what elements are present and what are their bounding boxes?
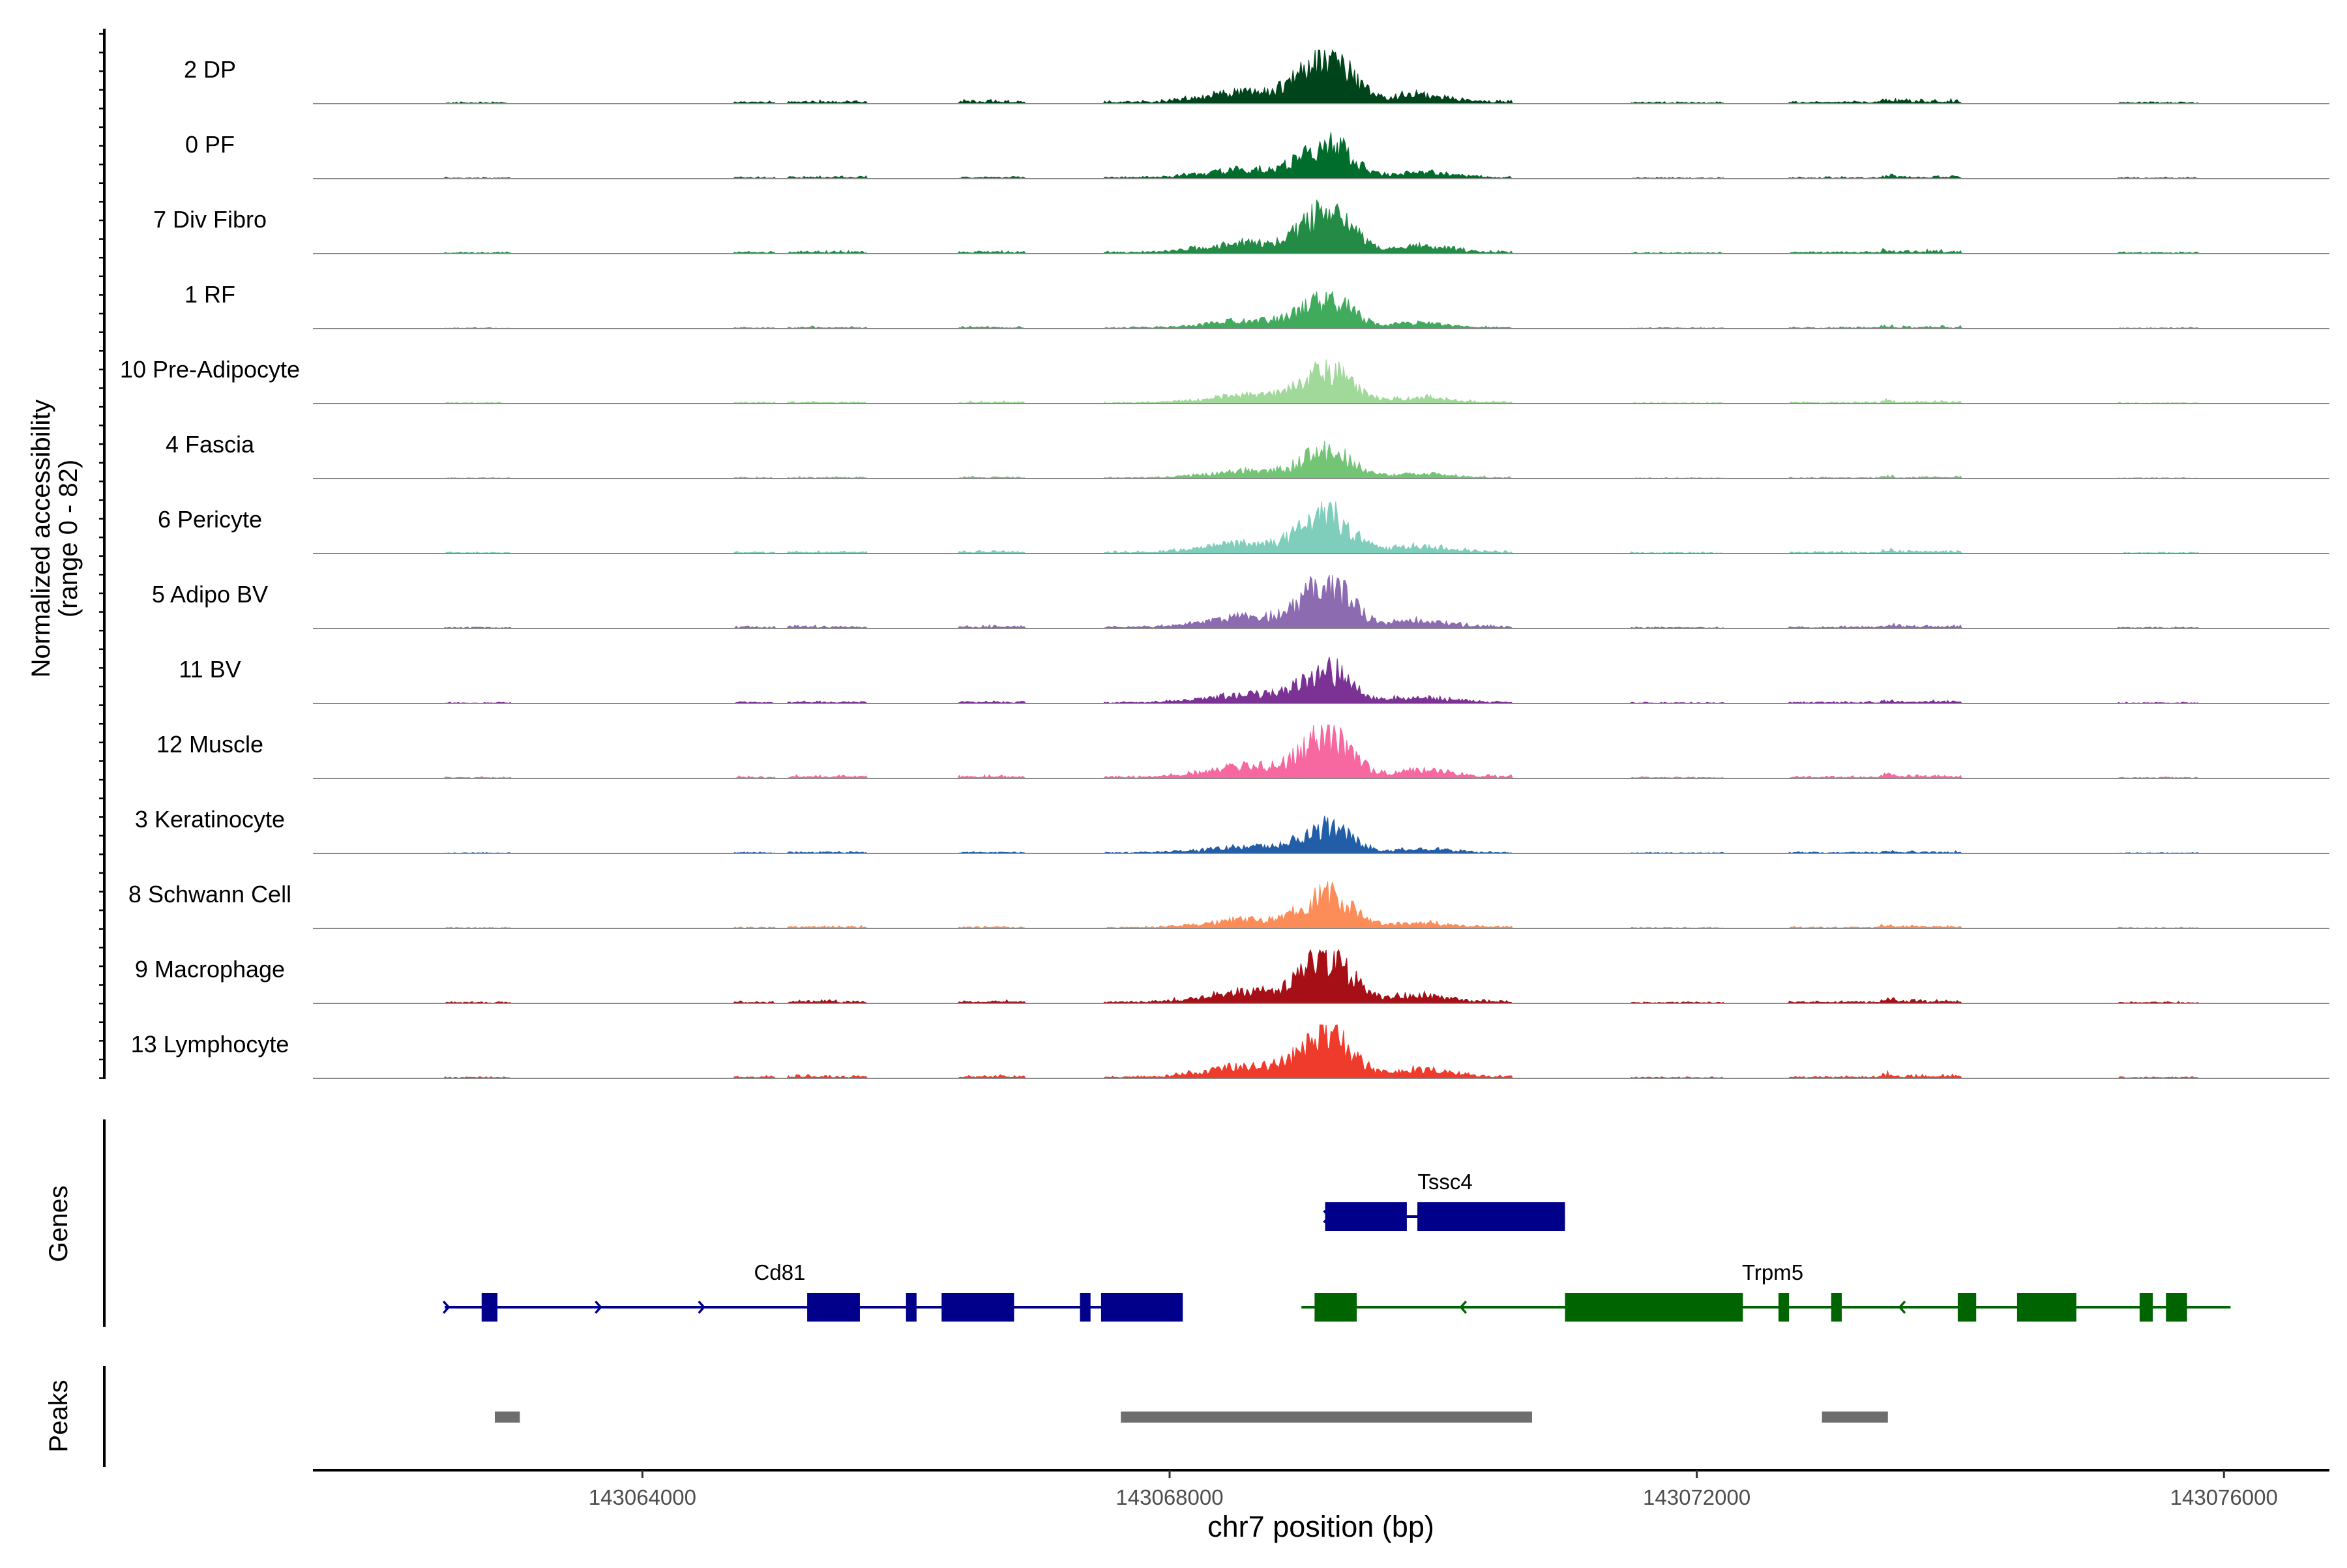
coverage-area: [379, 724, 2264, 779]
x-axis-tick-label: 143072000: [1643, 1485, 1750, 1509]
track-label: 13 Lymphocyte: [131, 1031, 289, 1058]
coverage-track: 2 DP: [184, 49, 2329, 104]
track-label: 6 Pericyte: [158, 506, 262, 533]
gene-exon: [481, 1293, 498, 1322]
gene-strand-arrow: [1459, 1300, 1468, 1314]
gene-exon: [1325, 1202, 1407, 1231]
coverage-area: [379, 359, 2264, 404]
gene-exon: [1957, 1293, 1977, 1322]
gene-strand-arrow: [698, 1300, 706, 1314]
gene-name-label: Trpm5: [1742, 1260, 1803, 1284]
gene-trpm5: Trpm5: [1301, 1260, 2231, 1322]
coverage-area: [379, 199, 2264, 254]
coverage-area: [379, 501, 2264, 554]
peak-regions: [494, 1412, 1888, 1423]
gene-strand-arrow: [595, 1300, 602, 1314]
gene-cd81: Cd81: [442, 1260, 1183, 1322]
coverage-track: 10 Pre-Adipocyte: [120, 356, 2329, 404]
x-axis-title: chr7 position (bp): [1207, 1510, 1434, 1543]
coverage-area: [379, 657, 2264, 704]
gene-name-label: Cd81: [754, 1260, 806, 1284]
coverage-track: 7 Div Fibro: [153, 199, 2329, 254]
gene-exon: [2016, 1293, 2076, 1322]
peak-region: [494, 1412, 520, 1423]
peaks-panel-label: Peaks: [44, 1380, 73, 1452]
x-axis: 143064000 143068000 143072000 143076000 chr…: [313, 1469, 2329, 1543]
gene-strand-arrow: [442, 1300, 450, 1314]
coverage-area: [379, 132, 2264, 179]
y-axis: [99, 29, 106, 1079]
coverage-area: [379, 574, 2264, 629]
track-label: 1 RF: [185, 281, 235, 308]
coverage-track: 0 PF: [185, 131, 2329, 179]
genes-panel: Genes Tssc4 Cd81 Trpm5: [44, 1119, 2231, 1327]
gene-name-label: Tssc4: [1417, 1170, 1472, 1194]
track-label: 10 Pre-Adipocyte: [120, 356, 300, 383]
y-axis-label: Normalized accessibility (range 0 - 82): [27, 400, 83, 678]
coverage-area: [379, 441, 2264, 479]
track-label: 8 Schwann Cell: [128, 881, 291, 908]
track-label: 9 Macrophage: [135, 956, 285, 983]
track-label: 5 Adipo BV: [152, 581, 268, 608]
coverage-area: [379, 816, 2264, 854]
gene-exon: [1565, 1293, 1743, 1322]
gene-exon: [1100, 1293, 1183, 1322]
x-axis-tick-label: 143064000: [589, 1485, 696, 1509]
track-label: 4 Fascia: [166, 431, 255, 458]
track-label: 11 BV: [179, 656, 241, 683]
peak-region: [1822, 1412, 1888, 1423]
coverage-tracks: 2 DP 0 PF 7 Div Fibro 1 RF 10 Pre-Adipocyte 4…: [120, 49, 2329, 1079]
y-axis-title-line2: (range 0 - 82): [54, 460, 83, 617]
gene-strand-arrow: [1323, 1209, 1331, 1224]
gene-exon: [1417, 1202, 1565, 1231]
coverage-track: 8 Schwann Cell: [128, 881, 2329, 929]
gene-models: Tssc4 Cd81 Trpm5: [442, 1170, 2231, 1322]
gene-exon: [2166, 1293, 2187, 1322]
track-label: 2 DP: [184, 56, 236, 83]
coverage-track: 3 Keratinocyte: [135, 806, 2329, 854]
coverage-track: 5 Adipo BV: [152, 574, 2329, 629]
gene-exon: [2139, 1293, 2153, 1322]
gene-strand-arrow: [1898, 1300, 1906, 1314]
gene-exon: [941, 1293, 1014, 1322]
coverage-track: 12 Muscle: [156, 724, 2329, 779]
coverage-area: [379, 881, 2264, 929]
track-label: 12 Muscle: [156, 731, 263, 758]
track-label: 3 Keratinocyte: [135, 806, 285, 833]
x-axis-ticks: 143064000 143068000 143072000 143076000: [589, 1470, 2278, 1509]
gene-exon: [1314, 1293, 1357, 1322]
coverage-track: 1 RF: [185, 281, 2329, 329]
coverage-track: 13 Lymphocyte: [131, 1024, 2329, 1079]
coverage-area: [379, 290, 2264, 329]
peak-region: [1121, 1412, 1532, 1423]
y-axis-title-line1: Normalized accessibility: [27, 400, 55, 678]
x-axis-tick-label: 143076000: [2170, 1485, 2278, 1509]
x-axis-tick-label: 143068000: [1115, 1485, 1223, 1509]
coverage-track: 11 BV: [179, 656, 2329, 704]
track-label: 7 Div Fibro: [153, 206, 267, 233]
gene-exon: [1080, 1293, 1091, 1322]
track-label: 0 PF: [185, 131, 235, 158]
coverage-area: [379, 49, 2264, 104]
genes-panel-label: Genes: [44, 1185, 73, 1262]
gene-exon: [906, 1293, 917, 1322]
coverage-area: [379, 949, 2264, 1004]
coverage-area: [379, 1024, 2264, 1079]
coverage-track: 9 Macrophage: [135, 949, 2329, 1004]
coverage-track: 4 Fascia: [166, 431, 2329, 479]
gene-exon: [1778, 1293, 1790, 1322]
gene-exon: [1831, 1293, 1842, 1322]
gene-exon: [807, 1293, 860, 1322]
peaks-panel: Peaks: [44, 1366, 1888, 1467]
coverage-track: 6 Pericyte: [158, 501, 2329, 554]
gene-tssc4: Tssc4: [1323, 1170, 1565, 1231]
